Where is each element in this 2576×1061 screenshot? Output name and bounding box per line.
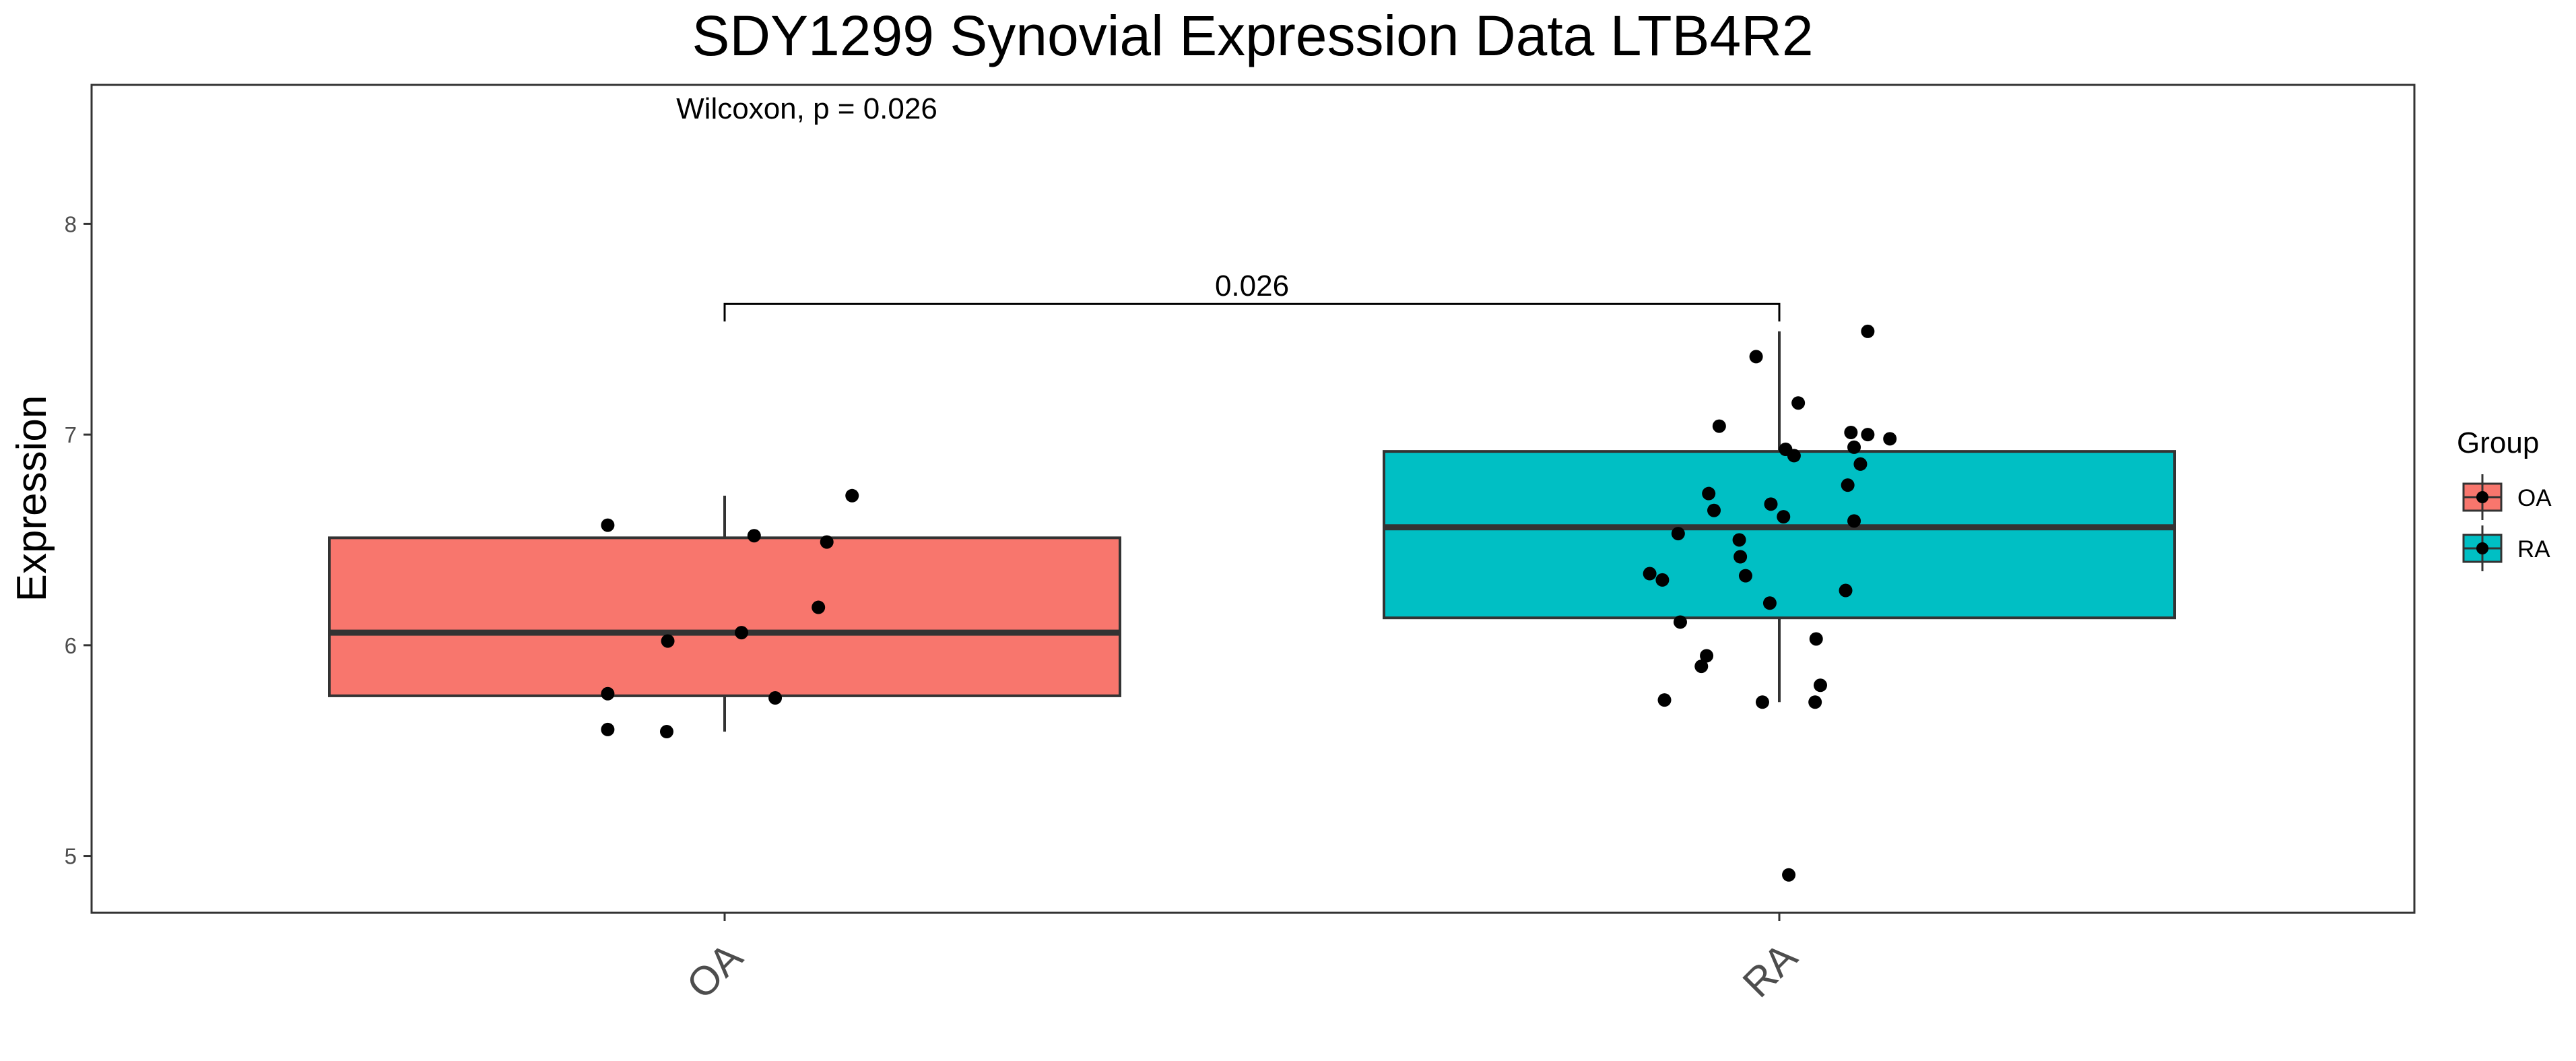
legend-key-point [2476,491,2488,503]
legend-title: Group [2457,426,2539,459]
significance-bracket [723,302,1781,322]
legend-key-point [2476,542,2488,554]
data-point-RA [1712,419,1726,433]
data-point-OA [845,488,859,503]
data-point-OA [768,691,783,705]
box-OA [328,536,1121,697]
y-axis-label: Expression [9,395,55,602]
data-point-RA [1841,478,1855,492]
data-point-OA [659,725,673,739]
y-tick-label: 6 [65,633,77,658]
data-point-OA [601,722,615,736]
data-point-OA [747,529,761,543]
y-tick-label: 7 [65,422,77,447]
data-point-RA [1861,324,1875,338]
data-point-RA [1702,486,1716,501]
data-point-RA [1813,678,1827,693]
data-point-RA [1853,457,1868,471]
data-point-OA [820,535,834,549]
test-annotation: Wilcoxon, p = 0.026 [676,92,937,125]
data-point-RA [1883,432,1897,446]
x-tick-label: OA [678,934,752,1008]
panel-border [90,84,2416,914]
data-point-RA [1700,649,1714,663]
data-point-RA [1762,596,1777,610]
data-point-RA [1787,449,1801,463]
data-point-RA [1844,425,1858,439]
y-tick-label: 5 [65,844,77,869]
plot-area: 0.026 Wilcoxon, p = 0.026 [328,92,2176,882]
data-point-OA [601,518,615,532]
data-point-RA [1791,396,1806,410]
data-point-RA [1643,567,1657,581]
box-RA [1383,450,2176,620]
data-point-RA [1655,573,1670,587]
data-point-RA [1738,569,1752,583]
data-point-RA [1673,615,1687,629]
x-tick-label: RA [1734,934,1806,1006]
data-point-RA [1749,350,1763,364]
data-point-RA [1755,695,1769,709]
data-point-RA [1808,695,1822,709]
data-point-OA [661,634,675,648]
data-point-RA [1861,428,1875,442]
data-point-OA [812,600,826,614]
bracket-label: 0.026 [1215,269,1289,302]
data-point-RA [1732,533,1746,547]
chart-title: SDY1299 Synovial Expression Data LTB4R2 [692,4,1813,67]
data-point-RA [1657,693,1672,707]
data-point-RA [1671,527,1685,541]
data-point-RA [1707,503,1721,517]
data-point-RA [1782,868,1796,882]
legend-label-OA: OA [2517,485,2552,511]
data-point-OA [601,686,615,701]
data-point-OA [735,626,749,640]
data-point-RA [1839,583,1853,598]
y-tick-label: 8 [65,212,77,236]
data-point-RA [1847,440,1861,454]
data-point-RA [1847,514,1861,528]
legend: Group OA RA [2457,426,2552,571]
data-point-RA [1777,510,1791,524]
legend-label-RA: RA [2517,536,2550,562]
data-point-RA [1764,497,1778,511]
data-point-RA [1733,550,1748,564]
data-point-RA [1694,660,1709,674]
data-point-RA [1809,632,1823,646]
